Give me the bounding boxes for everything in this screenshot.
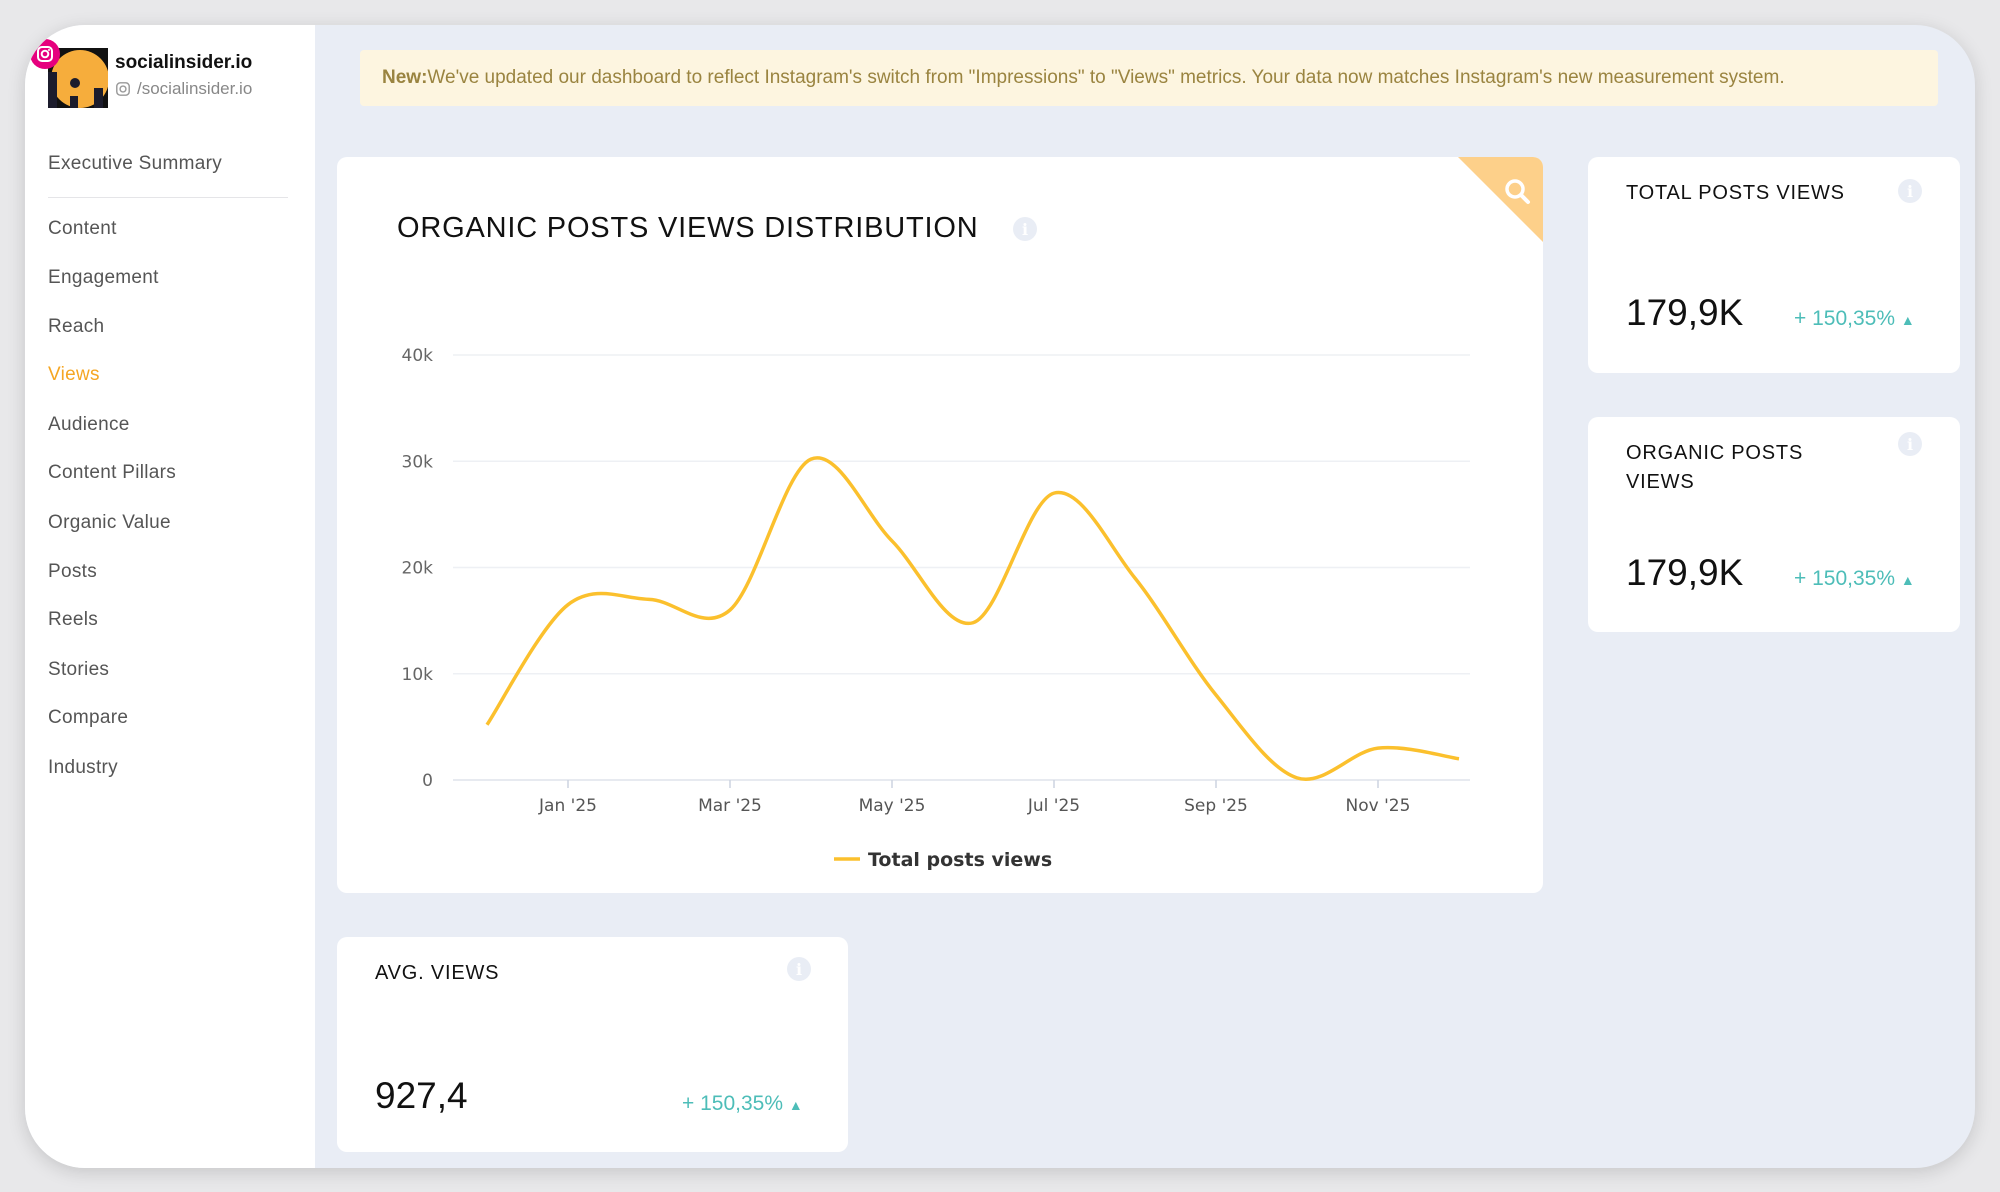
sidebar-item-views[interactable]: Views [48, 364, 100, 385]
sidebar: socialinsider.io /socialinsider.io Execu… [25, 25, 315, 1168]
sidebar-item-compare[interactable]: Compare [48, 707, 129, 728]
sidebar-item-stories[interactable]: Stories [48, 659, 110, 680]
kpi-value: 179,9K [1626, 292, 1744, 333]
kpi-organic-posts-views: ORGANIC POSTS VIEWS i 179,9K + 150,35% ▲ [1588, 417, 1960, 632]
x-tick-label: May '25 [859, 796, 926, 816]
banner-prefix: New: [382, 67, 428, 88]
sidebar-item-organic-value[interactable]: Organic Value [48, 512, 171, 533]
y-tick-label: 30k [402, 452, 434, 472]
kpi-change: + 150,35% ▲ [682, 1092, 803, 1116]
arrow-up-icon: ▲ [788, 1097, 803, 1113]
change-text: + 150,35% [1794, 307, 1896, 330]
sidebar-item-posts[interactable]: Posts [48, 561, 98, 582]
change-text: + 150,35% [1794, 567, 1896, 590]
info-icon[interactable]: i [1898, 432, 1922, 456]
kpi-value: 179,9K [1626, 552, 1744, 593]
kpi-title: TOTAL POSTS VIEWS [1626, 182, 1845, 204]
update-banner: New: We've updated our dashboard to refle… [360, 50, 1938, 106]
sidebar-item-reels[interactable]: Reels [48, 609, 99, 630]
y-tick-label: 10k [402, 665, 434, 685]
kpi-title: AVG. VIEWS [375, 962, 500, 984]
kpi-avg-views: AVG. VIEWS i 927,4 + 150,35% ▲ [337, 937, 848, 1152]
y-tick-label: 20k [402, 559, 434, 579]
sidebar-item-engagement[interactable]: Engagement [48, 267, 159, 288]
profile-handle: /socialinsider.io [115, 79, 252, 99]
sidebar-item-reach[interactable]: Reach [48, 316, 105, 337]
arrow-up-icon: ▲ [1900, 312, 1915, 328]
x-tick-label: Sep '25 [1184, 796, 1248, 816]
views-distribution-card: ORGANIC POSTS VIEWS DISTRIBUTION i 0 10k 2… [337, 157, 1543, 893]
app-window: socialinsider.io /socialinsider.io Execu… [25, 25, 1975, 1168]
x-tick-label: Mar '25 [698, 796, 762, 816]
profile-avatar [48, 48, 108, 108]
info-icon[interactable]: i [1013, 217, 1037, 241]
chart-title: ORGANIC POSTS VIEWS DISTRIBUTION [397, 212, 979, 244]
sidebar-divider [48, 197, 288, 198]
info-icon[interactable]: i [1898, 179, 1922, 203]
legend-label: Total posts views [868, 849, 1052, 871]
change-text: + 150,35% [682, 1092, 784, 1115]
sidebar-item-executive-summary[interactable]: Executive Summary [48, 153, 223, 174]
sidebar-item-content-pillars[interactable]: Content Pillars [48, 462, 177, 483]
info-icon[interactable]: i [787, 957, 811, 981]
y-tick-label: 40k [402, 346, 434, 366]
search-icon[interactable] [1503, 177, 1533, 207]
x-tick-label: Jul '25 [1027, 796, 1080, 816]
series-line-total-posts-views [485, 456, 1460, 781]
profile-name: socialinsider.io [115, 52, 253, 73]
sidebar-item-industry[interactable]: Industry [48, 757, 118, 778]
instagram-badge-icon [30, 39, 60, 69]
kpi-change: + 150,35% ▲ [1794, 567, 1915, 591]
line-chart: 0 10k 20k 30k 40k Jan '25 Mar '25 May '25 Jul '2… [402, 346, 1470, 871]
kpi-change: + 150,35% ▲ [1794, 307, 1915, 331]
y-tick-label: 0 [422, 771, 433, 791]
arrow-up-icon: ▲ [1900, 572, 1915, 588]
kpi-total-posts-views: TOTAL POSTS VIEWS i 179,9K + 150,35% ▲ [1588, 157, 1960, 373]
sidebar-item-content[interactable]: Content [48, 218, 117, 239]
banner-text: We've updated our dashboard to reflect I… [427, 67, 1785, 88]
instagram-icon [116, 82, 130, 96]
x-tick-label: Nov '25 [1346, 796, 1411, 816]
kpi-value: 927,4 [375, 1075, 468, 1116]
zoom-corner[interactable] [1458, 157, 1543, 242]
kpi-title: ORGANIC POSTS VIEWS [1626, 442, 1804, 493]
handle-text: /socialinsider.io [137, 79, 253, 98]
sidebar-item-audience[interactable]: Audience [48, 414, 130, 435]
x-tick-label: Jan '25 [538, 796, 597, 816]
